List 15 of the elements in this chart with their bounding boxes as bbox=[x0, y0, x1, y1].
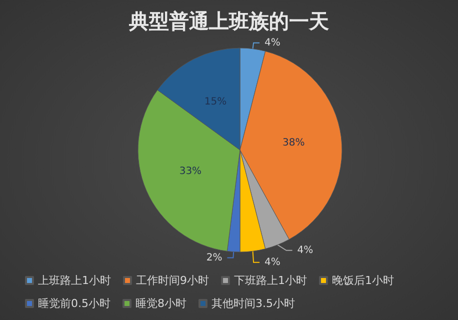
data-label: 2% bbox=[206, 252, 222, 264]
legend-label: 其他时间3.5小时 bbox=[211, 297, 295, 310]
data-label: 4% bbox=[264, 256, 280, 268]
legend-label: 工作时间9小时 bbox=[136, 274, 209, 287]
data-label: 4% bbox=[264, 37, 280, 48]
legend-label: 上班路上1小时 bbox=[38, 274, 111, 287]
legend-label: 睡觉前0.5小时 bbox=[38, 297, 110, 310]
legend-label: 睡觉8小时 bbox=[135, 297, 186, 310]
chart-title: 典型普通上班族的一天 bbox=[128, 9, 329, 33]
data-label: 33% bbox=[179, 166, 202, 177]
legend-label: 晚饭后1小时 bbox=[332, 274, 394, 287]
data-label: 4% bbox=[297, 244, 314, 256]
legend-label: 下班路上1小时 bbox=[234, 274, 307, 287]
data-label: 38% bbox=[282, 138, 305, 149]
data-label: 15% bbox=[204, 96, 227, 108]
